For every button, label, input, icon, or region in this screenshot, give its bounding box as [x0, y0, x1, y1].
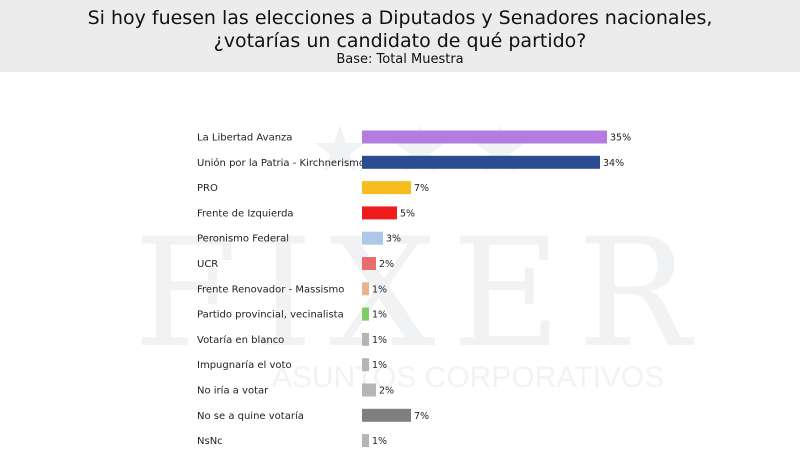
value-label: 3%: [386, 234, 401, 245]
bar: [362, 155, 600, 169]
value-label: 2%: [379, 259, 394, 270]
category-label: Votaría en blanco: [197, 334, 284, 346]
category-label: Peronismo Federal: [197, 234, 289, 245]
bar: [362, 434, 369, 448]
category-label: Unión por la Patria - Kirchnerismo: [197, 157, 365, 169]
chart-title-line-2: ¿votarías un candidato de qué partido?: [213, 30, 587, 52]
value-label: 35%: [610, 133, 631, 144]
value-label: 1%: [372, 360, 387, 371]
bar: [362, 282, 369, 296]
bar: [362, 231, 383, 245]
bar: [362, 307, 369, 321]
bar: [362, 408, 411, 422]
value-label: 1%: [372, 310, 387, 321]
watermark-star-icon: [475, 125, 525, 172]
bar: [362, 383, 376, 397]
category-label: No iría a votar: [197, 385, 269, 397]
watermark-star-icon: [315, 125, 365, 172]
category-label: Partido provincial, vecinalista: [197, 310, 344, 321]
bar: [362, 332, 369, 346]
watermark-brand: FIXER: [134, 207, 707, 381]
value-label: 7%: [414, 411, 429, 422]
category-label: La Libertad Avanza: [197, 133, 292, 144]
chart-header: Si hoy fuesen las elecciones a Diputados…: [0, 0, 800, 72]
category-label: Impugnaría el voto: [197, 359, 292, 371]
category-label: UCR: [197, 259, 218, 270]
value-label: 1%: [372, 284, 387, 295]
value-label: 1%: [372, 436, 387, 447]
chart-subtitle: Base: Total Muestra: [336, 52, 464, 67]
bar: [362, 181, 411, 195]
bar: [362, 130, 607, 144]
category-label: NsNc: [197, 436, 223, 447]
bar: [362, 358, 369, 372]
category-label: Frente de Izquierda: [197, 208, 294, 219]
bar: [362, 206, 397, 220]
chart-title-line-1: Si hoy fuesen las elecciones a Diputados…: [87, 7, 713, 29]
value-label: 34%: [603, 158, 624, 169]
watermark-star-icon: [395, 125, 445, 172]
category-label: PRO: [197, 183, 218, 194]
value-label: 2%: [379, 386, 394, 397]
watermark-tagline: ASUNTOS CORPORATIVOS: [272, 361, 664, 394]
value-label: 5%: [400, 208, 415, 219]
category-label: No se a quine votaría: [197, 410, 304, 422]
value-label: 7%: [414, 183, 429, 194]
value-label: 1%: [372, 335, 387, 346]
category-label: Frente Renovador - Massismo: [197, 284, 344, 295]
bar: [362, 257, 376, 270]
